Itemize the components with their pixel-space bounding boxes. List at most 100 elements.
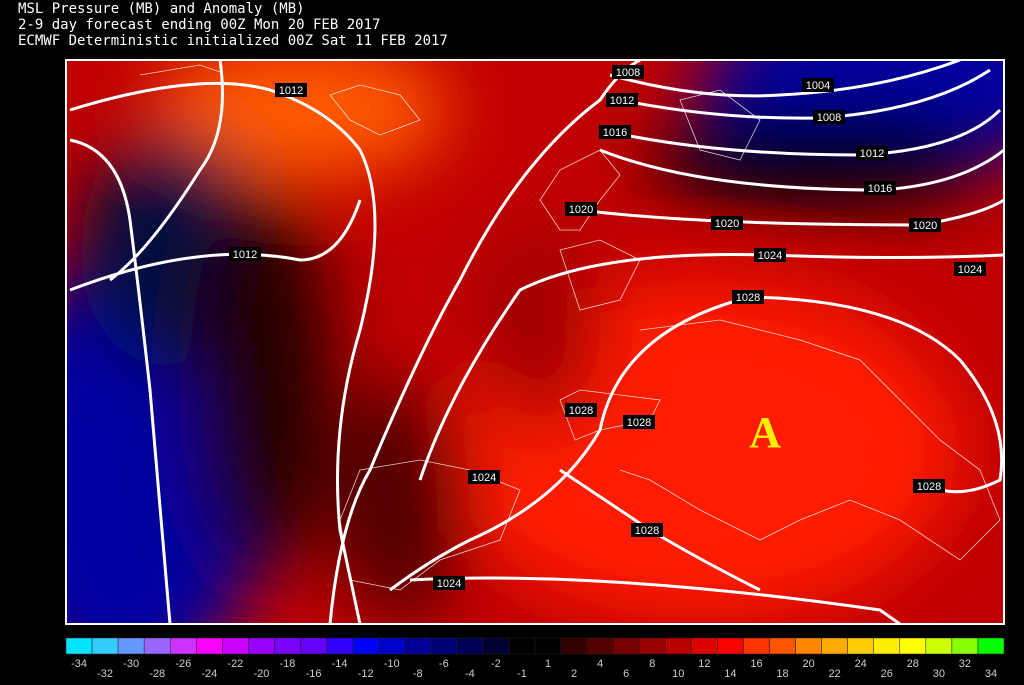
- colorbar-label: 14: [724, 668, 736, 680]
- colorbar-swatch: [638, 637, 666, 655]
- header-line: ECMWF Deterministic initialized 00Z Sat …: [18, 33, 448, 49]
- isobar-label: 1028: [569, 405, 593, 417]
- isobar-label-box: [606, 93, 638, 107]
- colorbar-swatch: [222, 637, 249, 655]
- colorbar-label: -26: [175, 658, 191, 670]
- isobar-label: 1012: [610, 95, 634, 107]
- isobar-label-box: [433, 576, 465, 590]
- isobar-label: 1012: [860, 148, 884, 160]
- colorbar-swatch: [378, 637, 405, 655]
- isobar-label: 1008: [616, 67, 640, 79]
- colorbar-label: -18: [280, 658, 296, 670]
- colorbar-label: -1: [517, 668, 527, 680]
- isobar-label: 1028: [736, 292, 760, 304]
- isobar-label-box: [468, 470, 500, 484]
- colorbar-label: 30: [933, 668, 945, 680]
- isobar-label: 1020: [715, 218, 739, 230]
- colorbar-swatch: [795, 637, 822, 655]
- colorbar-label: 20: [802, 658, 814, 670]
- isobar-label-box: [612, 65, 644, 79]
- anomaly-marker: A: [749, 408, 781, 457]
- colorbar-swatch: [274, 637, 301, 655]
- colorbar-label: 34: [985, 668, 997, 680]
- isobar-label-box: [864, 181, 896, 195]
- colorbar-swatch: [586, 637, 614, 655]
- colorbar-swatch: [248, 637, 275, 655]
- colorbar-swatch: [743, 637, 770, 655]
- isobar-label: 1020: [569, 204, 593, 216]
- colorbar-label: -16: [306, 668, 322, 680]
- isobar-label-box: [599, 125, 631, 139]
- isobar-label-box: [954, 262, 986, 276]
- colorbar-label: -30: [123, 658, 139, 670]
- colorbar-label: 32: [959, 658, 971, 670]
- colorbar-label: -32: [97, 668, 113, 680]
- colorbar-label: 8: [649, 658, 655, 670]
- isobar-label-box: [565, 403, 597, 417]
- colorbar-label: 28: [907, 658, 919, 670]
- colorbar-label: -8: [413, 668, 423, 680]
- isobar-label-box: [754, 248, 786, 262]
- colorbar-swatch: [508, 637, 536, 655]
- colorbar-swatch: [560, 637, 588, 655]
- colorbar-label: -22: [227, 658, 243, 670]
- colorbar-label: 4: [597, 658, 603, 670]
- colorbar-swatch: [196, 637, 223, 655]
- colorbar-swatch: [977, 637, 1005, 655]
- colorbar-swatch: [873, 637, 901, 655]
- colorbar-swatch: [925, 637, 953, 655]
- isobar-label: 1016: [868, 183, 892, 195]
- colorbar-swatch: [300, 637, 327, 655]
- isobar-label: 1024: [758, 250, 782, 262]
- colorbar-label: -14: [332, 658, 348, 670]
- colorbar-swatch: [612, 637, 640, 655]
- colorbar-swatch: [899, 637, 927, 655]
- isobar-label: 1012: [233, 249, 257, 261]
- header-line: MSL Pressure (MB) and Anomaly (MB): [18, 1, 305, 17]
- colorbar-label: 2: [571, 668, 577, 680]
- colorbar-swatch: [665, 637, 692, 655]
- isobar-label: 1012: [279, 85, 303, 97]
- isobar-label: 1016: [603, 127, 627, 139]
- colorbar-label: -28: [149, 668, 165, 680]
- isobar-label-box: [909, 218, 941, 232]
- colorbar-swatch: [691, 637, 718, 655]
- colorbar-label: -20: [253, 668, 269, 680]
- colorbar-swatch: [821, 637, 848, 655]
- colorbar-swatch: [143, 637, 171, 655]
- isobar-label: 1024: [958, 264, 982, 276]
- isobar-label-box: [229, 247, 261, 261]
- colorbar-label: 24: [855, 658, 867, 670]
- isobar-label-box: [711, 216, 743, 230]
- colorbar-swatch: [534, 637, 562, 655]
- isobar-label: 1008: [817, 112, 841, 124]
- colorbar-label: -6: [439, 658, 449, 670]
- colorbar-label: -10: [384, 658, 400, 670]
- colorbar-label: 6: [623, 668, 629, 680]
- colorbar-label: 18: [776, 668, 788, 680]
- colorbar-swatch: [769, 637, 796, 655]
- isobar-label-box: [275, 83, 307, 97]
- colorbar-swatch: [847, 637, 874, 655]
- colorbar-swatch: [352, 637, 379, 655]
- colorbar-label: 10: [672, 668, 684, 680]
- colorbar-swatch: [404, 637, 432, 655]
- isobar-label: 1004: [806, 80, 830, 92]
- isobar-label-box: [631, 523, 663, 537]
- isobar-label-box: [565, 202, 597, 216]
- colorbar-swatch: [91, 637, 119, 655]
- isobar-label: 1028: [917, 481, 941, 493]
- colorbar-swatch: [430, 637, 458, 655]
- isobar-label-box: [802, 78, 834, 92]
- colorbar-label: 26: [881, 668, 893, 680]
- colorbar-swatch: [169, 637, 197, 655]
- isobar-label: 1024: [437, 578, 461, 590]
- colorbar-label: 22: [829, 668, 841, 680]
- colorbar-label: -34: [71, 658, 87, 670]
- isobar-label-box: [732, 290, 764, 304]
- colorbar-label: 12: [698, 658, 710, 670]
- colorbar-label: -24: [201, 668, 217, 680]
- isobar-label: 1024: [472, 472, 496, 484]
